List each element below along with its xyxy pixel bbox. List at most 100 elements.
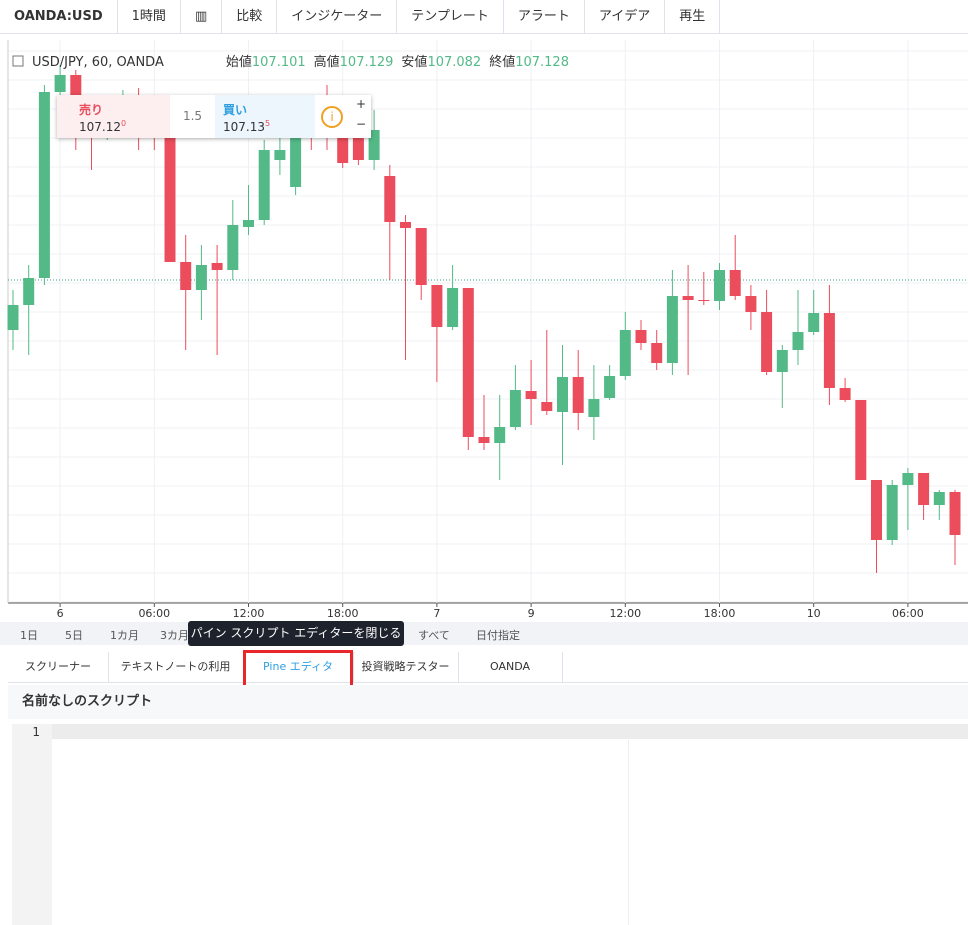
x-tick-label: 9: [528, 607, 535, 620]
symbol[interactable]: OANDA:USD: [0, 0, 118, 33]
candle-body: [949, 492, 961, 535]
legend-value: 107.128: [515, 55, 569, 70]
tab[interactable]: Pine エディタ: [243, 652, 354, 682]
line-number: 1: [32, 725, 40, 739]
editor-title: 名前なしのスクリプト: [8, 685, 968, 719]
line-gutter: [12, 724, 52, 925]
toolbar: OANDA:USD 1時間 ▥ 比較 インジケーター テンプレート アラート アイデア再…: [0, 0, 968, 34]
range-bar: 1日 5日 1カ月 3カ月 すべて 日付指定: [0, 622, 968, 645]
x-tick-label: 12:00: [609, 607, 641, 620]
candle-body: [839, 388, 851, 400]
candle-body: [23, 278, 35, 305]
chart-style[interactable]: ▥: [181, 0, 223, 33]
toolbar-button[interactable]: 比較: [222, 0, 278, 33]
candle-body: [682, 296, 694, 300]
minus[interactable]: −: [355, 117, 367, 131]
candle-body: [525, 391, 537, 399]
candle-body: [509, 390, 521, 427]
candle-body: [823, 313, 835, 388]
candle-body: [337, 135, 349, 163]
range-button[interactable]: 日付指定: [476, 629, 520, 642]
x-tick-label: 10: [807, 607, 821, 620]
candle-body: [541, 402, 553, 411]
candle-body: [604, 376, 616, 398]
candle-body: [933, 492, 945, 505]
legend-value: 107.101: [252, 55, 306, 70]
candle-body: [494, 427, 506, 443]
candle-body: [258, 150, 270, 220]
candle-body: [572, 377, 584, 413]
candle-body: [243, 220, 254, 227]
candle-body: [38, 92, 50, 278]
candle-body: [274, 150, 286, 160]
bottom-tabs: スクリーナー テキストノートの利用 Pine エディタ 投資戦略テスター OANDA: [8, 652, 968, 683]
legend-value: 107.082: [427, 55, 481, 70]
toolbar-button[interactable]: アラート: [504, 0, 585, 33]
sell-digit: 0: [121, 119, 127, 128]
sell-price: 107.120: [79, 119, 126, 134]
candle-body: [368, 130, 380, 160]
interval[interactable]: 1時間: [118, 0, 181, 33]
candle-body: [666, 296, 678, 363]
candle-body: [776, 350, 788, 372]
candle-body: [70, 75, 82, 100]
x-tick-label: 06:00: [138, 607, 170, 620]
buy-box[interactable]: 買い 107.135: [215, 95, 315, 138]
tab[interactable]: テキストノートの利用: [108, 652, 244, 682]
x-tick-label: 6: [57, 607, 64, 620]
toolbar-button[interactable]: インジケーター: [277, 0, 398, 33]
buy-digit: 5: [265, 119, 271, 128]
candle-body: [792, 332, 804, 350]
legend-label: 終値: [489, 54, 515, 70]
tab[interactable]: スクリーナー: [8, 652, 109, 682]
candle-body: [745, 296, 757, 312]
candle-body: [729, 270, 741, 296]
candle-body: [871, 480, 882, 540]
x-tick-label: 18:00: [704, 607, 736, 620]
candle-body: [918, 473, 930, 505]
tab[interactable]: 投資戦略テスター: [353, 652, 459, 682]
chart-title: USD/JPY, 60, OANDA: [32, 55, 164, 70]
candle-body: [635, 330, 647, 343]
range-button[interactable]: 5日: [65, 629, 83, 642]
candle-body: [431, 285, 443, 327]
candle-body: [886, 485, 898, 540]
tab[interactable]: OANDA: [458, 652, 563, 682]
buy-price-main: 107.13: [223, 120, 265, 134]
info-icon[interactable]: i: [321, 106, 343, 128]
candle-body: [698, 300, 710, 301]
spread: 1.5: [182, 109, 203, 123]
range-button[interactable]: 3カ月: [160, 629, 189, 642]
candle-body: [352, 135, 364, 160]
sell-price-main: 107.12: [79, 120, 121, 134]
candle-body: [164, 138, 176, 262]
chart: 6 06:00 12:00 18:00 7 9 12:00 18:00 10 06:00 USD/J…: [7, 40, 968, 620]
candle-body: [651, 343, 663, 363]
range-button[interactable]: 1カ月: [110, 629, 139, 642]
range-button[interactable]: 1日: [20, 629, 38, 642]
legend-label: 始値: [226, 54, 252, 70]
toolbar-button[interactable]: テンプレート: [397, 0, 504, 33]
x-tick-label: 7: [433, 607, 440, 620]
candle-body: [384, 176, 396, 222]
toolbar-button[interactable]: 再生: [665, 0, 721, 33]
plus[interactable]: +: [355, 97, 367, 111]
candle-body: [290, 135, 302, 187]
candle-body: [462, 288, 474, 437]
range-button[interactable]: すべて: [418, 629, 450, 642]
legend-label: 高値: [314, 54, 340, 70]
candle-body: [557, 377, 568, 412]
candle-body: [7, 305, 19, 330]
toolbar-button[interactable]: アイデア: [585, 0, 666, 33]
current-line: [52, 724, 968, 739]
candle-body: [54, 75, 66, 92]
candle-body: [478, 437, 490, 443]
sell-label: 売り: [79, 103, 104, 117]
candle-body: [447, 288, 459, 327]
legend-value: 107.129: [340, 55, 394, 70]
candle-body: [714, 270, 725, 301]
candle-body: [902, 473, 914, 485]
sell-box[interactable]: 売り 107.120: [57, 95, 170, 138]
candle-body: [808, 313, 820, 332]
